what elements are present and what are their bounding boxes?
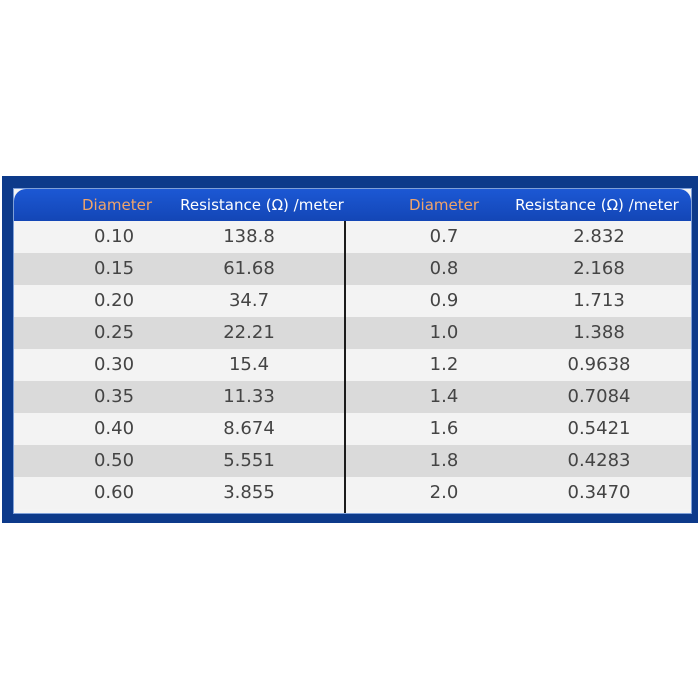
- cell-diameter-right: 1.4: [429, 386, 459, 407]
- table-row: 0.50 5.551 1.8 0.4283: [14, 445, 691, 477]
- table-row: 0.40 8.674 1.6 0.5421: [14, 413, 691, 445]
- cell-resistance-left: 34.7: [228, 290, 270, 311]
- table-frame: Diameter Resistance (Ω) /meter Diameter …: [2, 176, 698, 523]
- table-row: 0.20 34.7 0.9 1.713: [14, 285, 691, 317]
- cell-resistance-right: 0.4283: [567, 450, 631, 471]
- cell-resistance-right: 0.9638: [567, 354, 631, 375]
- cell-diameter-right: 0.7: [429, 226, 459, 247]
- column-divider: [344, 221, 346, 513]
- cell-diameter-right: 1.0: [429, 322, 459, 343]
- cell-resistance-right: 2.832: [573, 226, 625, 247]
- table-row: 0.60 3.855 2.0 0.3470: [14, 477, 691, 509]
- cell-diameter-left: 0.15: [93, 258, 135, 279]
- cell-diameter-right: 0.9: [429, 290, 459, 311]
- cell-diameter-left: 0.20: [93, 290, 135, 311]
- cell-diameter-right: 1.2: [429, 354, 459, 375]
- cell-resistance-right: 0.5421: [567, 418, 631, 439]
- cell-resistance-left: 138.8: [223, 226, 275, 247]
- cell-resistance-left: 3.855: [223, 482, 275, 503]
- cell-diameter-left: 0.60: [93, 482, 135, 503]
- cell-resistance-left: 15.4: [228, 354, 270, 375]
- cell-diameter-left: 0.30: [93, 354, 135, 375]
- cell-diameter-left: 0.25: [93, 322, 135, 343]
- cell-diameter-left: 0.40: [93, 418, 135, 439]
- cell-resistance-left: 61.68: [223, 258, 275, 279]
- table-row: 0.35 11.33 1.4 0.7084: [14, 381, 691, 413]
- cell-resistance-right: 0.7084: [567, 386, 631, 407]
- cell-resistance-right: 0.3470: [567, 482, 631, 503]
- header-diameter-left: Diameter: [81, 196, 153, 214]
- table-row: 0.10 138.8 0.7 2.832: [14, 221, 691, 253]
- cell-resistance-left: 11.33: [223, 386, 275, 407]
- cell-diameter-left: 0.35: [93, 386, 135, 407]
- cell-resistance-left: 22.21: [223, 322, 275, 343]
- table-header: Diameter Resistance (Ω) /meter Diameter …: [14, 189, 691, 221]
- cell-diameter-left: 0.50: [93, 450, 135, 471]
- cell-resistance-left: 5.551: [223, 450, 275, 471]
- cell-diameter-right: 0.8: [429, 258, 459, 279]
- cell-resistance-left: 8.674: [223, 418, 275, 439]
- cell-diameter-right: 1.8: [429, 450, 459, 471]
- resistance-table: Diameter Resistance (Ω) /meter Diameter …: [13, 188, 692, 514]
- table-body: 0.10 138.8 0.7 2.832 0.15 61.68 0.8 2.168 0.20 34…: [14, 221, 691, 513]
- table-row: 0.15 61.68 0.8 2.168: [14, 253, 691, 285]
- cell-diameter-right: 2.0: [429, 482, 459, 503]
- table-row: 0.30 15.4 1.2 0.9638: [14, 349, 691, 381]
- cell-diameter-left: 0.10: [93, 226, 135, 247]
- header-resistance-left: Resistance (Ω) /meter: [180, 196, 344, 214]
- table-row: 0.25 22.21 1.0 1.388: [14, 317, 691, 349]
- header-diameter-right: Diameter: [408, 196, 480, 214]
- cell-resistance-right: 1.713: [573, 290, 625, 311]
- cell-diameter-right: 1.6: [429, 418, 459, 439]
- cell-resistance-right: 2.168: [573, 258, 625, 279]
- cell-resistance-right: 1.388: [573, 322, 625, 343]
- header-resistance-right: Resistance (Ω) /meter: [515, 196, 679, 214]
